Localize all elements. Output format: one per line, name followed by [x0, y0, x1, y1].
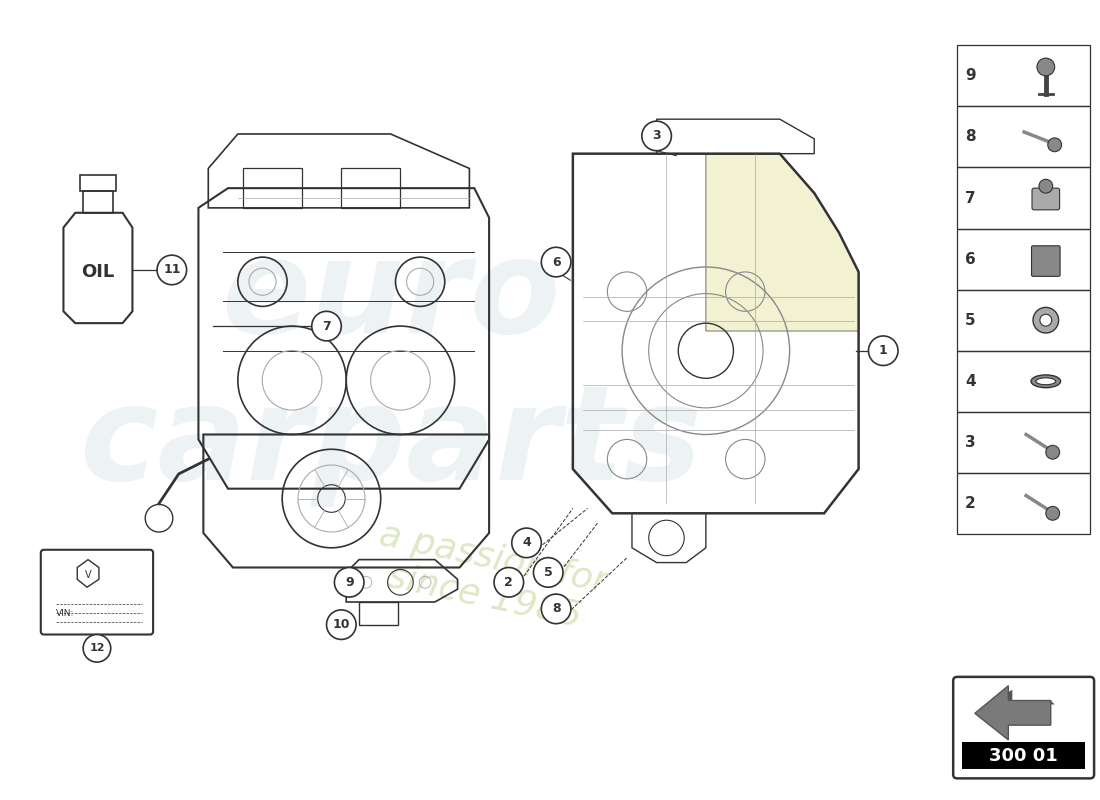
Circle shape: [541, 247, 571, 277]
Text: 2: 2: [505, 576, 514, 589]
Circle shape: [1037, 58, 1055, 76]
Polygon shape: [975, 686, 1050, 740]
Text: 3: 3: [652, 130, 661, 142]
Ellipse shape: [1031, 375, 1060, 388]
Circle shape: [1038, 179, 1053, 193]
Circle shape: [327, 610, 356, 639]
Text: 1: 1: [879, 344, 888, 358]
Circle shape: [157, 255, 187, 285]
Text: OIL: OIL: [81, 263, 114, 281]
Circle shape: [84, 634, 111, 662]
Bar: [962, 742, 1086, 770]
Bar: [957, 350, 1090, 412]
Text: V: V: [85, 570, 91, 580]
Text: 2: 2: [965, 496, 976, 511]
Text: 4: 4: [522, 536, 531, 550]
Circle shape: [494, 567, 524, 597]
Bar: [957, 473, 1090, 534]
Text: 10: 10: [332, 618, 350, 631]
Text: 9: 9: [965, 68, 976, 83]
Circle shape: [1040, 314, 1052, 326]
Bar: [957, 167, 1090, 229]
Circle shape: [1033, 307, 1058, 333]
Text: 3: 3: [965, 435, 976, 450]
Text: 11: 11: [163, 263, 180, 277]
Circle shape: [334, 567, 364, 597]
Text: 8: 8: [965, 130, 976, 145]
Circle shape: [1046, 446, 1059, 459]
Polygon shape: [975, 686, 1055, 714]
Text: 9: 9: [345, 576, 353, 589]
Circle shape: [311, 311, 341, 341]
Bar: [957, 290, 1090, 350]
Text: VIN:: VIN:: [56, 610, 74, 618]
FancyBboxPatch shape: [954, 677, 1094, 778]
Bar: [80, 175, 116, 191]
Circle shape: [541, 594, 571, 624]
Ellipse shape: [1036, 378, 1056, 385]
Text: 5: 5: [543, 566, 552, 579]
Text: euro
carparts: euro carparts: [79, 234, 702, 507]
Circle shape: [1048, 138, 1062, 152]
Circle shape: [534, 558, 563, 587]
FancyBboxPatch shape: [1032, 246, 1060, 276]
Text: 7: 7: [322, 320, 331, 333]
Polygon shape: [706, 154, 859, 331]
Text: 6: 6: [965, 251, 976, 266]
Circle shape: [512, 528, 541, 558]
Text: 4: 4: [965, 374, 976, 389]
Text: 7: 7: [965, 190, 976, 206]
Bar: [957, 106, 1090, 167]
Circle shape: [1046, 506, 1059, 520]
Text: 6: 6: [552, 255, 560, 269]
Bar: [957, 412, 1090, 473]
Text: 5: 5: [965, 313, 976, 328]
Bar: [957, 229, 1090, 290]
FancyBboxPatch shape: [1032, 188, 1059, 210]
Text: a passion for
since 1985: a passion for since 1985: [367, 518, 610, 638]
Text: 12: 12: [89, 643, 104, 654]
Circle shape: [641, 121, 671, 150]
Bar: [957, 46, 1090, 106]
Circle shape: [869, 336, 898, 366]
Text: 8: 8: [552, 602, 560, 615]
Text: 300 01: 300 01: [989, 746, 1058, 765]
